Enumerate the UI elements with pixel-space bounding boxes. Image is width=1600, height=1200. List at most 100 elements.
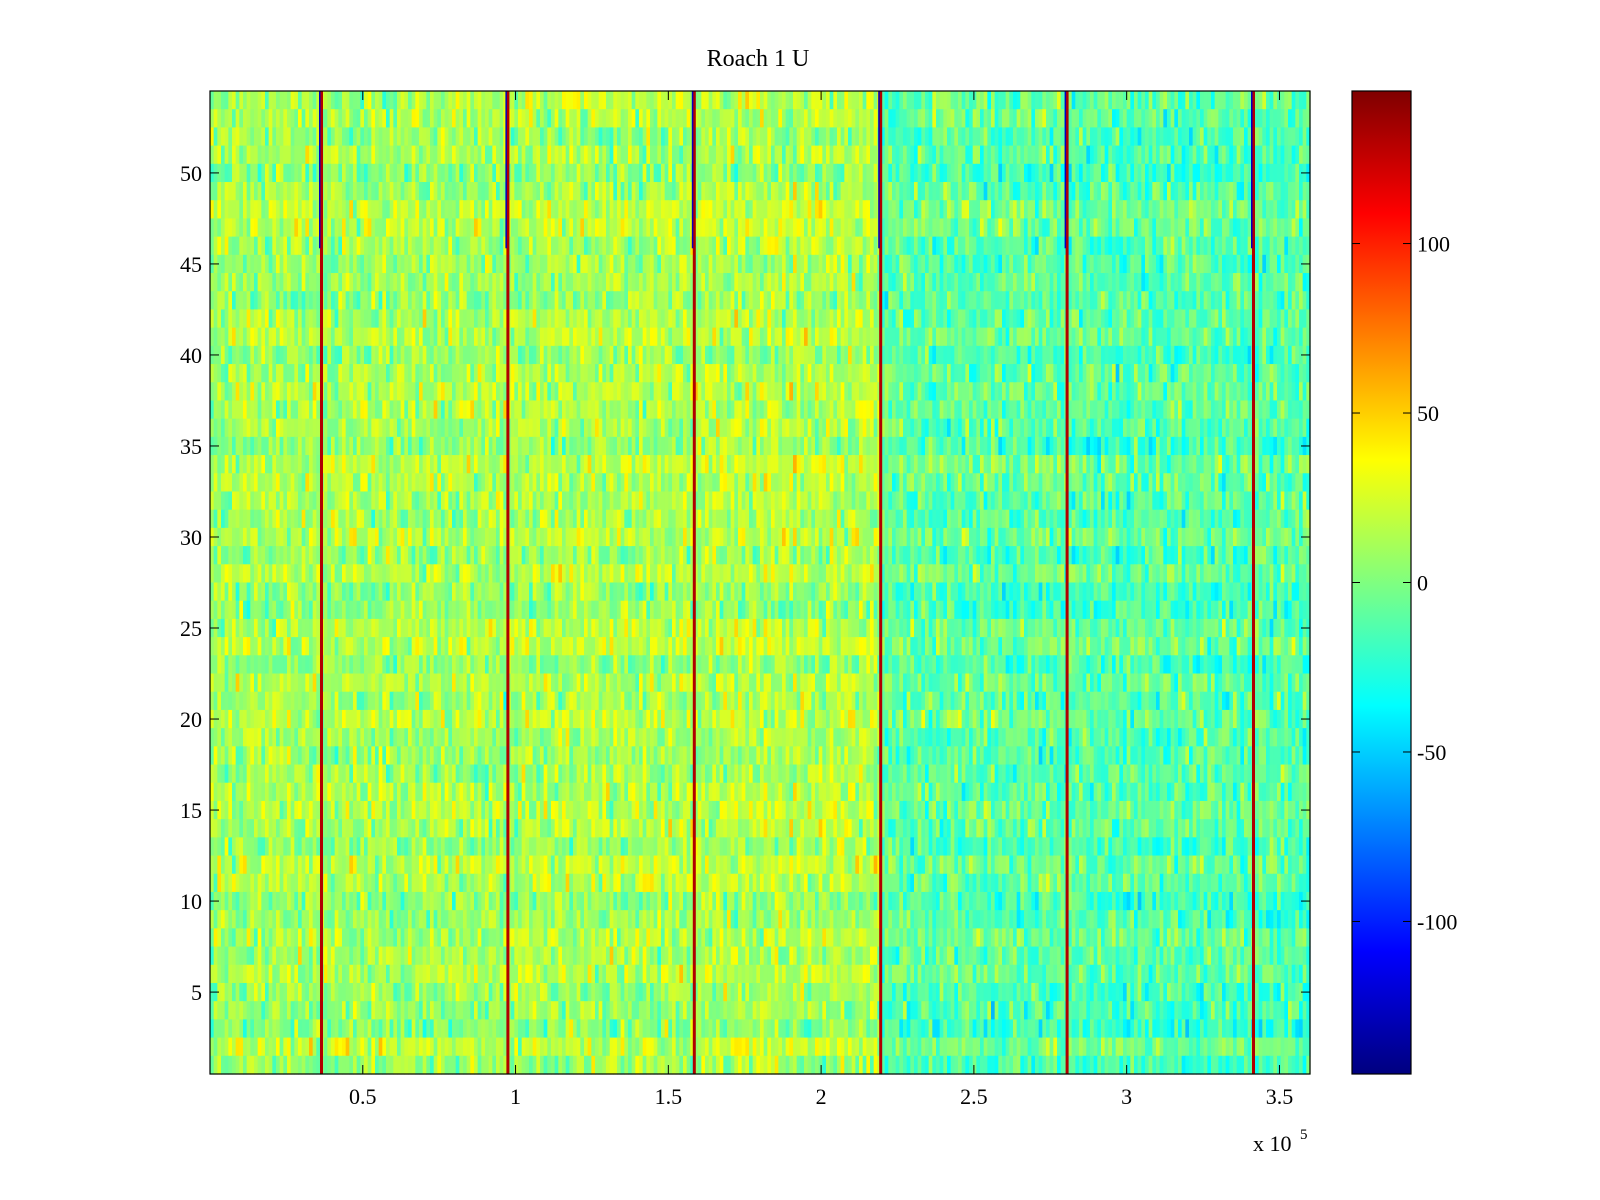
heatmap-cell [932, 91, 937, 110]
heatmap-cell [804, 364, 809, 383]
heatmap-cell [419, 291, 424, 311]
heatmap-cell [771, 291, 776, 311]
heatmap-cell [723, 109, 728, 128]
heatmap-cell [576, 382, 581, 402]
heatmap-cell [1123, 291, 1128, 311]
heatmap-cell [290, 382, 295, 402]
heatmap-cell [782, 145, 787, 165]
heatmap-cell [518, 273, 523, 292]
heatmap-cell [210, 127, 215, 147]
heatmap-cell [301, 218, 306, 238]
heatmap-cell [646, 309, 651, 329]
heatmap-cell [943, 163, 948, 183]
heatmap-cell [1082, 200, 1087, 220]
heatmap-cell [903, 145, 908, 165]
heatmap-cell [210, 182, 215, 201]
heatmap-cell [734, 163, 739, 183]
heatmap-cell [562, 291, 567, 311]
heatmap-cell [1222, 254, 1227, 274]
heatmap-cell [452, 127, 457, 147]
heatmap-cell [785, 200, 790, 220]
heatmap-cell [367, 382, 372, 402]
heatmap-cell [327, 109, 332, 128]
heatmap-cell [620, 91, 625, 110]
heatmap-cell [1024, 364, 1029, 383]
heatmap-cell [870, 109, 875, 128]
heatmap-cell [668, 91, 673, 110]
heatmap-cell [936, 182, 941, 201]
heatmap-cell [965, 327, 970, 347]
heatmap-cell [1002, 236, 1007, 256]
heatmap-cell [679, 309, 684, 329]
heatmap-cell [514, 182, 519, 201]
heatmap-cell [1035, 345, 1040, 365]
heatmap-cell [1240, 309, 1245, 329]
heatmap-cell [543, 291, 548, 311]
heatmap-cell [1108, 291, 1113, 311]
heatmap-cell [763, 273, 768, 292]
heatmap-cell [1152, 364, 1157, 383]
heatmap-cell [474, 182, 479, 201]
heatmap-cell [298, 345, 303, 365]
heatmap-cell [1086, 218, 1091, 238]
heatmap-cell [1269, 182, 1274, 201]
heatmap-cell [243, 163, 248, 183]
heatmap-cell [279, 163, 284, 183]
heatmap-cell [268, 273, 273, 292]
heatmap-cell [1020, 163, 1025, 183]
heatmap-cell [529, 127, 534, 147]
heatmap-cell [708, 182, 713, 201]
heatmap-cell [496, 382, 501, 402]
heatmap-cell [485, 382, 490, 402]
heatmap-cell [312, 327, 317, 347]
heatmap-cell [1086, 364, 1091, 383]
heatmap-cell [573, 254, 578, 274]
heatmap-cell [257, 273, 262, 292]
heatmap-cell [862, 109, 867, 128]
heatmap-cell [540, 163, 545, 183]
heatmap-cell [679, 182, 684, 201]
heatmap-cell [250, 236, 255, 256]
heatmap-cell [1130, 309, 1135, 329]
heatmap-cell [1024, 182, 1029, 201]
heatmap-cell [954, 236, 959, 256]
heatmap-cell [1005, 254, 1010, 274]
heatmap-cell [327, 309, 332, 329]
heatmap-cell [888, 254, 893, 274]
heatmap-cell [228, 291, 233, 311]
heatmap-cell [1152, 200, 1157, 220]
heatmap-cell [529, 236, 534, 256]
heatmap-cell [1013, 163, 1018, 183]
heatmap-cell [224, 254, 229, 274]
heatmap-cell [243, 273, 248, 292]
heatmap-cell [518, 145, 523, 165]
heatmap-cell [1013, 182, 1018, 201]
heatmap-cell [481, 291, 486, 311]
heatmap-cell [400, 309, 405, 329]
heatmap-cell [1196, 254, 1201, 274]
heatmap-cell [499, 127, 504, 147]
heatmap-cell [243, 291, 248, 311]
heatmap-cell [888, 382, 893, 402]
heatmap-cell [411, 200, 416, 220]
heatmap-cell [411, 182, 416, 201]
heatmap-cell [525, 273, 530, 292]
heatmap-cell [635, 109, 640, 128]
heatmap-cell [477, 364, 482, 383]
heatmap-cell [866, 236, 871, 256]
heatmap-cell [848, 145, 853, 165]
heatmap-cell [917, 364, 922, 383]
heatmap-cell [595, 382, 600, 402]
heatmap-cell [965, 254, 970, 274]
heatmap-cell [503, 345, 508, 365]
heatmap-cell [463, 127, 468, 147]
heatmap-cell [1240, 91, 1245, 110]
heatmap-cell [217, 182, 222, 201]
heatmap-cell [1119, 273, 1124, 292]
heatmap-cell [272, 236, 277, 256]
heatmap-cell [518, 109, 523, 128]
heatmap-cell [551, 345, 556, 365]
heatmap-cell [1233, 200, 1238, 220]
heatmap-cell [573, 364, 578, 383]
heatmap-cell [778, 200, 783, 220]
